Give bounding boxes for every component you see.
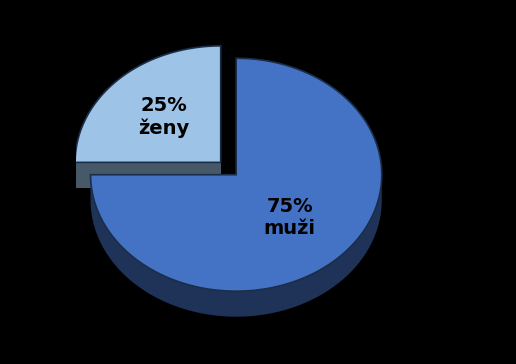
Polygon shape xyxy=(75,46,221,162)
Text: 75%
muži: 75% muži xyxy=(264,197,316,238)
Polygon shape xyxy=(91,175,236,200)
Polygon shape xyxy=(91,58,382,291)
Polygon shape xyxy=(75,162,221,188)
Text: 25%
ženy: 25% ženy xyxy=(138,96,190,138)
Polygon shape xyxy=(91,175,382,317)
